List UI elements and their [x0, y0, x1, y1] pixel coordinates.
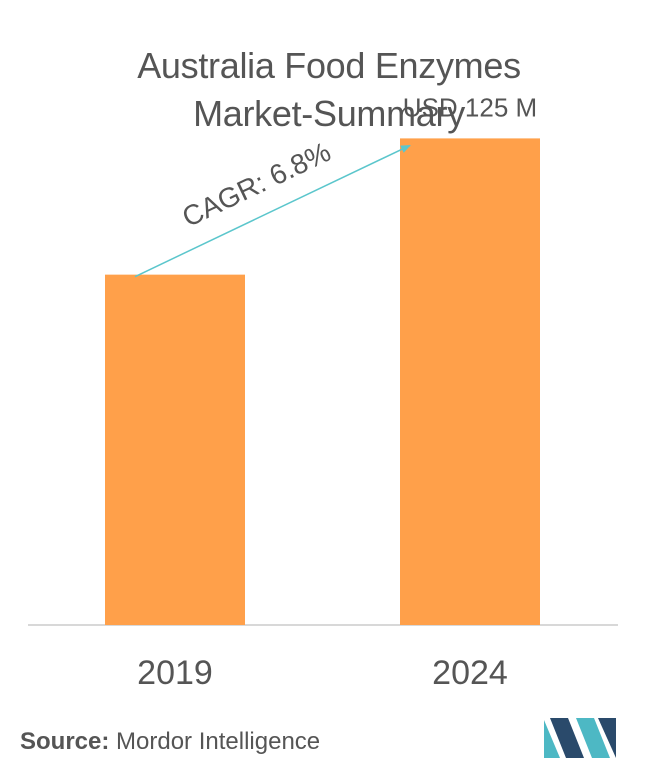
source-label: Source:: [20, 728, 110, 755]
bar-2019: [105, 274, 245, 625]
cagr-arrow: [134, 144, 411, 278]
source-name: Mordor Intelligence: [116, 728, 321, 755]
x-tick-label-2024: 2024: [432, 654, 508, 692]
chart-title-line-1: Australia Food Enzymes: [137, 45, 521, 86]
bar-2024: [400, 138, 540, 625]
mordor-intelligence-logo-icon: [544, 718, 616, 758]
x-tick-label-2019: 2019: [137, 654, 213, 692]
data-label-2024: USD 125 M: [403, 92, 537, 122]
chart-title-line-2: Market-Summary: [193, 93, 465, 134]
chart-title: Australia Food Enzymes Market-Summary: [0, 42, 658, 138]
source-line: Source: Mordor Intelligence: [20, 728, 320, 756]
